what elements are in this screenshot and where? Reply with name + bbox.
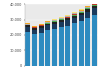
Bar [59, 22, 64, 27]
Bar [92, 4, 97, 5]
Bar [72, 18, 77, 24]
Bar [65, 26, 70, 66]
Bar [79, 13, 84, 15]
Bar [39, 28, 44, 33]
Bar [25, 24, 30, 25]
Bar [59, 17, 64, 18]
Bar [85, 6, 90, 7]
Bar [92, 3, 97, 4]
Bar [85, 18, 90, 66]
Bar [32, 30, 37, 34]
Bar [32, 27, 37, 28]
Bar [25, 25, 30, 27]
Bar [72, 12, 77, 13]
Bar [72, 16, 77, 18]
Bar [65, 18, 70, 20]
Bar [32, 34, 37, 66]
Bar [25, 32, 30, 66]
Bar [45, 21, 50, 22]
Bar [32, 28, 37, 30]
Bar [45, 22, 50, 23]
Bar [85, 8, 90, 9]
Bar [72, 15, 77, 16]
Bar [85, 9, 90, 12]
Bar [85, 7, 90, 8]
Bar [59, 20, 64, 22]
Bar [85, 12, 90, 18]
Bar [65, 20, 70, 26]
Bar [79, 15, 84, 21]
Bar [59, 19, 64, 20]
Bar [65, 16, 70, 17]
Bar [52, 20, 57, 21]
Bar [59, 18, 64, 19]
Bar [79, 12, 84, 13]
Bar [25, 27, 30, 32]
Bar [39, 26, 44, 28]
Bar [45, 25, 50, 30]
Bar [52, 21, 57, 22]
Bar [45, 24, 50, 25]
Bar [79, 11, 84, 12]
Bar [45, 23, 50, 24]
Bar [52, 24, 57, 29]
Bar [59, 27, 64, 66]
Bar [39, 24, 44, 25]
Bar [65, 15, 70, 16]
Bar [92, 15, 97, 66]
Bar [72, 14, 77, 15]
Bar [39, 33, 44, 66]
Bar [52, 22, 57, 24]
Bar [92, 8, 97, 15]
Bar [92, 2, 97, 3]
Bar [32, 26, 37, 27]
Bar [72, 24, 77, 66]
Bar [79, 10, 84, 11]
Bar [25, 23, 30, 24]
Bar [65, 17, 70, 18]
Bar [45, 30, 50, 66]
Bar [39, 25, 44, 26]
Bar [52, 29, 57, 66]
Bar [79, 21, 84, 66]
Bar [92, 6, 97, 8]
Bar [79, 9, 84, 10]
Bar [92, 5, 97, 6]
Bar [72, 13, 77, 14]
Bar [52, 19, 57, 20]
